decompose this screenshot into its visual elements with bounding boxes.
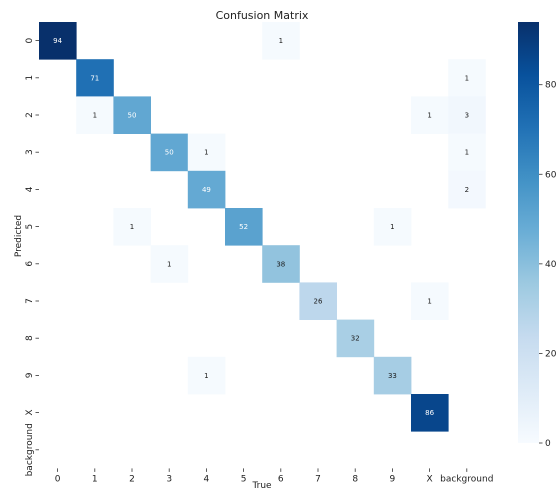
heatmap-cell-label: 50 — [128, 112, 137, 120]
y-tick-label: 2 — [25, 112, 35, 118]
heatmap-cell-label: 1 — [427, 298, 431, 306]
y-axis-label: Predicted — [14, 215, 24, 257]
y-tick-label: 3 — [25, 149, 35, 155]
heatmap-cell-9-9 — [373, 356, 412, 395]
heatmap-cell-label: 49 — [202, 186, 211, 194]
heatmap-cell-label: 38 — [276, 260, 285, 268]
heatmap-cell-2-1 — [76, 96, 114, 134]
heatmap-cell-3-3 — [150, 133, 189, 172]
heatmap-cell-9-4 — [187, 356, 226, 395]
x-axis-label: True — [251, 481, 272, 491]
y-tick-label: 6 — [25, 261, 35, 267]
x-tick-label: 2 — [129, 474, 135, 484]
colorbar-tick-label: 40 — [545, 260, 557, 270]
chart-title: Confusion Matrix — [216, 9, 309, 22]
heatmap-cell-label: 2 — [465, 186, 469, 194]
heatmap-cell-label: 1 — [204, 372, 208, 380]
y-tick-label: 1 — [25, 75, 35, 81]
heatmap-cell-5-9 — [373, 208, 412, 246]
heatmap-cell-3-4 — [187, 133, 226, 172]
heatmap-cell-1-1 — [76, 59, 114, 97]
x-tick-label: 0 — [55, 474, 61, 484]
heatmap-cell-label: 1 — [427, 112, 431, 120]
x-tick-label: X — [427, 474, 433, 484]
heatmap-cell-label: 33 — [388, 372, 397, 380]
heatmap-cell-1-11 — [448, 59, 486, 97]
heatmap-cell-5-5 — [225, 208, 263, 246]
heatmap-cell-label: 1 — [465, 74, 469, 82]
y-tick-label: 9 — [25, 372, 35, 378]
heatmap-cell-label: 3 — [465, 112, 469, 120]
y-tick-label: 5 — [25, 224, 35, 230]
x-tick-label: 6 — [278, 474, 284, 484]
colorbar-tick-label: 0 — [545, 439, 551, 449]
y-tick-label: background — [25, 423, 35, 476]
heatmap-cell-label: 94 — [53, 37, 62, 45]
y-tick-label: 8 — [25, 335, 35, 341]
heatmap-cell-label: 52 — [239, 223, 248, 231]
heatmap-cell-label: 32 — [351, 335, 360, 343]
heatmap-cell-5-2 — [113, 208, 151, 246]
colorbar-tick-label: 20 — [545, 349, 557, 359]
heatmap-cell-label: 71 — [90, 74, 99, 82]
colorbar-tick-label: 80 — [545, 81, 557, 91]
y-tick-label: 0 — [25, 37, 35, 43]
colorbar-tick-label: 60 — [545, 170, 557, 180]
x-tick-label: 7 — [315, 474, 321, 484]
heatmap-cell-label: 1 — [390, 223, 394, 231]
y-tick-label: 4 — [25, 186, 35, 192]
heatmap-cell-label: 1 — [279, 37, 283, 45]
heatmap-cell-4-4 — [187, 170, 226, 209]
y-tick-label: 7 — [25, 298, 35, 304]
heatmap-cell-7-7 — [299, 282, 337, 320]
heatmap-cell-6-3 — [150, 245, 189, 283]
heatmap-cell-label: 1 — [93, 112, 97, 120]
y-tick-label: X — [25, 410, 35, 416]
x-tick-label: 9 — [390, 474, 396, 484]
colorbar-ticks: 0 20 40 60 80 — [539, 81, 557, 449]
heatmap-cell-label: 86 — [425, 409, 434, 417]
heatmap-cell-label: 50 — [165, 149, 174, 157]
colorbar — [518, 22, 539, 443]
heatmap-cell-4-11 — [448, 170, 486, 209]
heatmap-cells: 94 1 71 1 1 50 1 3 50 1 1 49 2 1 52 1 1 38 26 1 32 1 33 86 — [39, 22, 486, 432]
heatmap-cell-0-6 — [262, 22, 300, 60]
x-tick-label: 5 — [241, 474, 247, 484]
heatmap-cell-label: 1 — [204, 149, 208, 157]
heatmap-cell-label: 26 — [314, 298, 323, 306]
heatmap-cell-0-0 — [39, 22, 77, 60]
heatmap-cell-10-10 — [411, 394, 449, 432]
x-tick-label: 3 — [166, 474, 172, 484]
x-tick-label: background — [440, 474, 493, 484]
heatmap-cell-8-8 — [336, 319, 375, 358]
heatmap-cell-label: 1 — [465, 149, 469, 157]
x-tick-label: 8 — [352, 474, 358, 484]
heatmap-cell-2-10 — [411, 96, 449, 134]
heatmap-cell-6-6 — [262, 245, 300, 283]
heatmap-cell-7-10 — [411, 282, 449, 320]
heatmap-cell-2-11 — [448, 96, 486, 134]
heatmap-cell-3-11 — [448, 133, 486, 172]
x-tick-label: 1 — [92, 474, 98, 484]
heatmap-cell-2-2 — [113, 96, 151, 134]
heatmap-cell-label: 1 — [167, 260, 171, 268]
heatmap-cell-label: 1 — [130, 223, 134, 231]
x-tick-label: 4 — [204, 474, 210, 484]
